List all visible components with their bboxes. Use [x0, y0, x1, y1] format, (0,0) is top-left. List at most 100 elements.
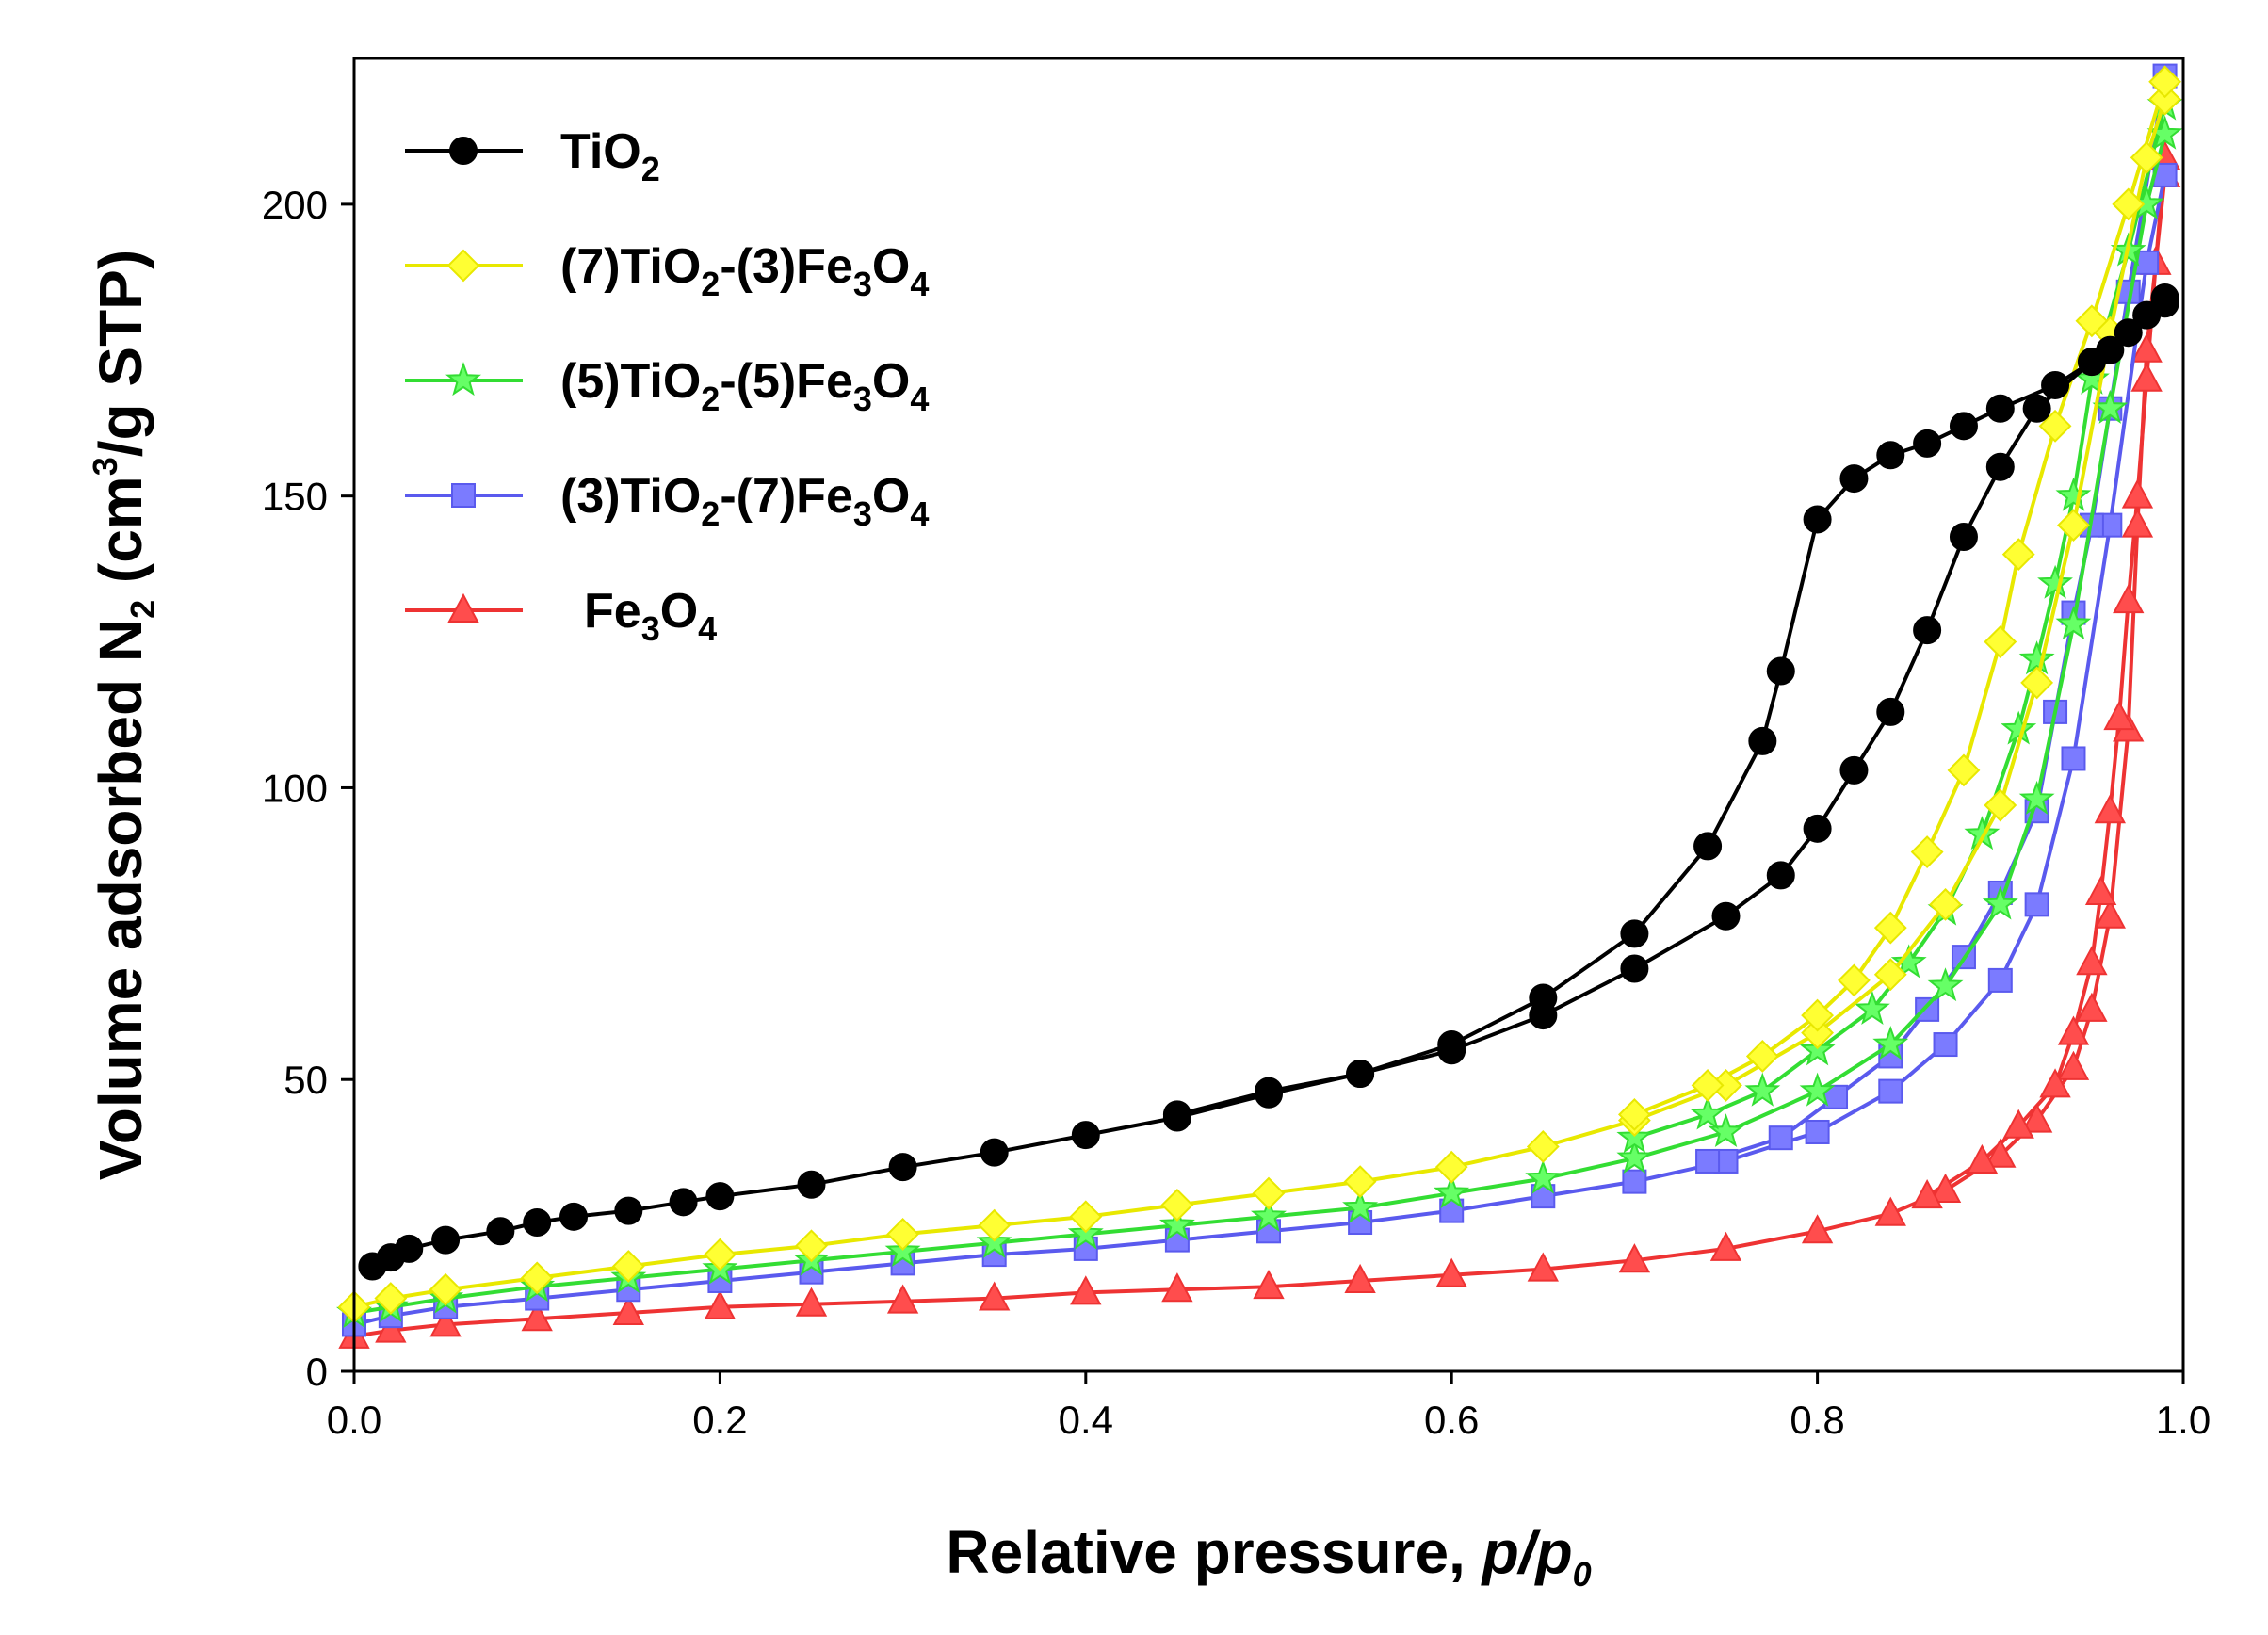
adsorption-point	[1708, 1113, 1744, 1148]
desorption-point	[1985, 394, 2015, 423]
adsorption-point	[521, 1302, 553, 1332]
adsorption-point	[429, 1272, 462, 1306]
desorption-point	[2001, 538, 2035, 572]
legend: TiO2 (7)TiO2-(3)Fe3O4 (5)TiO2-(5)Fe3O4 (3)T…	[405, 124, 929, 648]
x-tick-label: 0.0	[327, 1398, 381, 1442]
legend-marker	[451, 483, 476, 508]
y-tick-label: 150	[262, 475, 328, 519]
adsorption-point	[1799, 1072, 1836, 1107]
adsorption-point	[1711, 901, 1741, 931]
desorption-point	[1876, 441, 1905, 470]
desorption-point	[2084, 875, 2117, 905]
desorption-line	[1926, 157, 2167, 1198]
legend-entry: (7)TiO2-(3)Fe3O4	[405, 239, 929, 303]
adsorption-point	[886, 1217, 920, 1251]
adsorption-point	[1801, 1214, 1834, 1244]
adsorption-point	[2094, 898, 2126, 929]
y-axis-title: Volume adsorbed N2 (cm3/g STP)	[86, 250, 162, 1180]
desorption-point	[2002, 1109, 2034, 1139]
adsorption-point	[1525, 1159, 1562, 1194]
adsorption-point	[1984, 788, 2017, 822]
desorption-point	[1690, 1095, 1725, 1130]
adsorption-point	[1949, 523, 1978, 552]
desorption-point	[2121, 478, 2154, 509]
desorption-point	[1529, 983, 1558, 1012]
x-tick-label: 0.8	[1790, 1398, 1844, 1442]
desorption-point	[2112, 187, 2146, 221]
adsorption-point	[1252, 1176, 1286, 1210]
adsorption-point	[886, 1284, 919, 1314]
adsorption-point	[1801, 1016, 1835, 1050]
legend-entry: (3)TiO2-(7)Fe3O4	[405, 469, 929, 533]
adsorption-point	[1929, 887, 1962, 921]
adsorption-point	[1342, 1189, 1379, 1223]
adsorption-point	[2076, 992, 2108, 1022]
desorption-point	[2094, 794, 2126, 824]
x-tick-label: 1.0	[2156, 1398, 2211, 1442]
adsorption-point	[2024, 892, 2049, 917]
desorption-point	[2103, 700, 2135, 731]
desorption-point	[1910, 835, 1944, 869]
adsorption-point	[2055, 606, 2092, 640]
legend-entry: Fe3O4	[405, 584, 717, 648]
desorption-point	[1801, 998, 1835, 1032]
adsorption-point	[1803, 814, 1832, 843]
desorption-point	[2037, 564, 2073, 599]
y-tick-label: 0	[306, 1350, 328, 1394]
desorption-point	[2038, 409, 2072, 443]
adsorption-point	[1527, 1252, 1559, 1282]
desorption-point	[2055, 477, 2092, 511]
adsorption-point	[1874, 1196, 1906, 1226]
adsorption-line	[353, 174, 2167, 1327]
desorption-point	[2001, 710, 2037, 745]
adsorption-point	[1933, 1032, 1958, 1058]
adsorption-point	[1622, 1169, 1647, 1194]
adsorption-point	[705, 1182, 735, 1211]
desorption-point	[2076, 946, 2108, 976]
adsorption-point	[1985, 452, 2015, 481]
y-tick-label: 200	[262, 183, 328, 227]
adsorption-point	[1434, 1174, 1470, 1209]
desorption-point	[1437, 1030, 1466, 1060]
adsorption-point	[2130, 332, 2163, 363]
legend-marker	[449, 137, 478, 165]
y-tick-label: 100	[262, 766, 328, 810]
adsorption-point	[2130, 140, 2163, 174]
desorption-point	[1620, 919, 1649, 948]
adsorption-point	[523, 1208, 552, 1238]
adsorption-line	[353, 98, 2167, 1309]
desorption-point	[2039, 1068, 2071, 1098]
legend-marker	[447, 592, 479, 623]
axis-ticks: 0.0 0.2 0.4 0.6 0.8 1.0 0 50 100 150 200	[262, 183, 2211, 1442]
adsorption-point	[611, 1250, 645, 1283]
adsorption-point	[1620, 954, 1649, 983]
adsorption-point	[2146, 115, 2183, 150]
desorption-point	[1768, 1125, 1793, 1151]
series-fe3o4	[338, 140, 2181, 1349]
desorption-point	[1854, 990, 1890, 1025]
adsorption-point	[614, 1196, 643, 1225]
adsorption-point	[2114, 318, 2143, 348]
adsorption-point	[1766, 861, 1795, 890]
desorption-point	[2148, 65, 2181, 99]
series-layer	[336, 63, 2183, 1349]
adsorption-point	[703, 1238, 737, 1271]
adsorption-point	[612, 1295, 644, 1326]
legend-marker	[446, 249, 480, 283]
desorption-point	[1693, 832, 1723, 861]
desorption-point	[1691, 1069, 1725, 1102]
adsorption-point	[1435, 1257, 1467, 1287]
adsorption-point	[559, 1202, 589, 1231]
adsorption-point	[1616, 1139, 1653, 1174]
desorption-point	[1744, 1072, 1781, 1107]
desorption-point	[1748, 726, 1777, 755]
adsorption-point	[1253, 1270, 1285, 1300]
adsorption-point	[1434, 1150, 1468, 1184]
adsorption-point	[797, 1170, 826, 1199]
adsorption-point	[1839, 755, 1869, 785]
desorption-point	[1984, 625, 2017, 658]
adsorption-point	[486, 1217, 515, 1246]
desorption-point	[1803, 505, 1832, 534]
legend-entry: TiO2	[405, 124, 660, 188]
series-tio2	[358, 283, 2179, 1281]
